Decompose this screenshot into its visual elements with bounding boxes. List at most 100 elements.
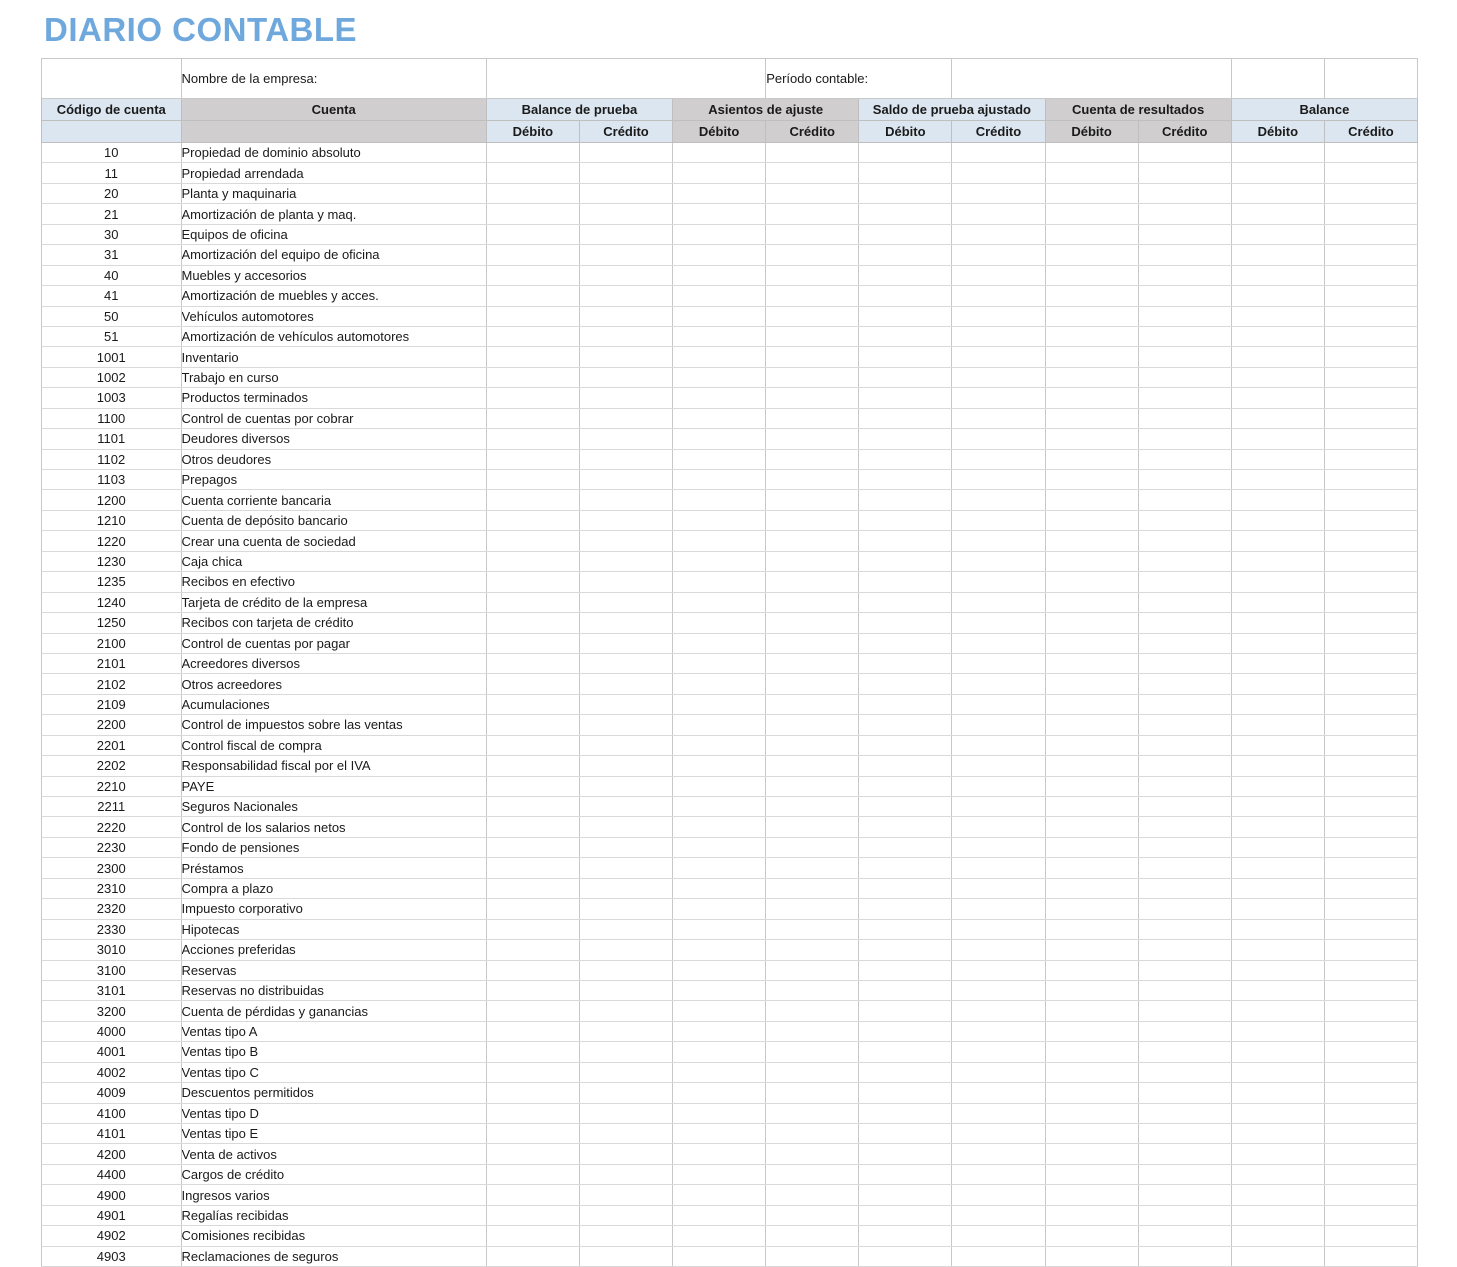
amount-cell[interactable] [672, 1122, 767, 1145]
amount-cell[interactable] [672, 530, 767, 552]
amount-cell[interactable] [951, 468, 1046, 491]
account-name-cell[interactable]: Tarjeta de crédito de la empresa [180, 591, 487, 614]
amount-cell[interactable] [672, 489, 767, 511]
amount-cell[interactable] [1044, 979, 1139, 1002]
amount-cell[interactable] [672, 612, 767, 634]
amount-cell[interactable] [578, 1000, 674, 1022]
amount-cell[interactable] [1230, 652, 1325, 675]
amount-cell[interactable] [951, 755, 1046, 777]
amount-cell[interactable] [1044, 775, 1139, 798]
account-name-cell[interactable]: Vehículos automotores [180, 305, 487, 327]
amount-cell[interactable] [951, 836, 1046, 859]
account-code-cell[interactable]: 1001 [41, 346, 182, 368]
amount-cell[interactable] [672, 223, 767, 246]
amount-cell[interactable] [1230, 1061, 1325, 1084]
amount-cell[interactable] [765, 571, 860, 593]
amount-cell[interactable] [672, 448, 767, 471]
amount-cell[interactable] [858, 612, 953, 634]
amount-cell[interactable] [765, 305, 860, 327]
amount-cell[interactable] [765, 468, 860, 491]
account-code-cell[interactable]: 40 [41, 264, 182, 287]
account-code-cell[interactable]: 4001 [41, 1041, 182, 1063]
amount-cell[interactable] [1044, 1000, 1139, 1022]
amount-cell[interactable] [1044, 223, 1139, 246]
amount-cell[interactable] [672, 1020, 767, 1043]
account-name-cell[interactable]: Compra a plazo [180, 877, 487, 900]
amount-cell[interactable] [1044, 1163, 1139, 1186]
amount-cell[interactable] [672, 918, 767, 941]
amount-cell[interactable] [1044, 898, 1139, 920]
amount-cell[interactable] [1230, 1143, 1325, 1165]
amount-cell[interactable] [1137, 939, 1232, 961]
amount-cell[interactable] [485, 979, 580, 1002]
amount-cell[interactable] [1323, 203, 1419, 225]
amount-cell[interactable] [1323, 366, 1419, 389]
amount-cell[interactable] [765, 407, 860, 430]
account-code-cell[interactable]: 2201 [41, 734, 182, 757]
amount-cell[interactable] [485, 836, 580, 859]
amount-cell[interactable] [1230, 1225, 1325, 1247]
amount-cell[interactable] [578, 162, 674, 184]
amount-cell[interactable] [1230, 714, 1325, 736]
amount-cell[interactable] [858, 285, 953, 307]
amount-cell[interactable] [578, 918, 674, 941]
amount-cell[interactable] [578, 428, 674, 450]
account-code-cell[interactable]: 1003 [41, 387, 182, 409]
amount-cell[interactable] [858, 1041, 953, 1063]
amount-cell[interactable] [765, 836, 860, 859]
amount-cell[interactable] [951, 939, 1046, 961]
amount-cell[interactable] [858, 509, 953, 532]
amount-cell[interactable] [1323, 244, 1419, 266]
amount-cell[interactable] [858, 836, 953, 859]
amount-cell[interactable] [485, 939, 580, 961]
amount-cell[interactable] [1044, 1122, 1139, 1145]
amount-cell[interactable] [485, 755, 580, 777]
account-code-cell[interactable]: 2230 [41, 836, 182, 859]
amount-cell[interactable] [1323, 1204, 1419, 1227]
amount-cell[interactable] [1137, 530, 1232, 552]
amount-cell[interactable] [1044, 939, 1139, 961]
amount-cell[interactable] [485, 1204, 580, 1227]
account-name-cell[interactable]: Ventas tipo A [180, 1020, 487, 1043]
amount-cell[interactable] [1323, 1245, 1419, 1267]
amount-cell[interactable] [1044, 591, 1139, 614]
amount-cell[interactable] [858, 795, 953, 818]
amount-cell[interactable] [1137, 1020, 1232, 1043]
account-name-cell[interactable]: Regalías recibidas [180, 1204, 487, 1227]
amount-cell[interactable] [578, 755, 674, 777]
amount-cell[interactable] [578, 795, 674, 818]
amount-cell[interactable] [1137, 1082, 1232, 1104]
account-name-cell[interactable]: Control de impuestos sobre las ventas [180, 714, 487, 736]
amount-cell[interactable] [858, 632, 953, 654]
amount-cell[interactable] [1323, 939, 1419, 961]
amount-cell[interactable] [1137, 918, 1232, 941]
amount-cell[interactable] [1137, 571, 1232, 593]
amount-cell[interactable] [578, 264, 674, 287]
amount-cell[interactable] [1044, 550, 1139, 573]
amount-cell[interactable] [765, 244, 860, 266]
amount-cell[interactable] [765, 1225, 860, 1247]
amount-cell[interactable] [485, 734, 580, 757]
amount-cell[interactable] [1044, 448, 1139, 471]
amount-cell[interactable] [1230, 877, 1325, 900]
account-name-cell[interactable]: Trabajo en curso [180, 366, 487, 389]
amount-cell[interactable] [858, 346, 953, 368]
amount-cell[interactable] [1323, 428, 1419, 450]
amount-cell[interactable] [1137, 755, 1232, 777]
amount-cell[interactable] [1137, 591, 1232, 614]
amount-cell[interactable] [858, 1245, 953, 1267]
amount-cell[interactable] [858, 1204, 953, 1227]
amount-cell[interactable] [1323, 959, 1419, 981]
amount-cell[interactable] [858, 1020, 953, 1043]
amount-cell[interactable] [1044, 857, 1139, 879]
account-code-cell[interactable]: 2100 [41, 632, 182, 654]
amount-cell[interactable] [1044, 141, 1139, 164]
amount-cell[interactable] [765, 1143, 860, 1165]
account-code-cell[interactable]: 2102 [41, 673, 182, 695]
amount-cell[interactable] [951, 1204, 1046, 1227]
account-name-cell[interactable]: Acumulaciones [180, 693, 487, 716]
amount-cell[interactable] [1230, 1020, 1325, 1043]
amount-cell[interactable] [1323, 489, 1419, 511]
amount-cell[interactable] [485, 1143, 580, 1165]
account-name-cell[interactable]: Préstamos [180, 857, 487, 879]
